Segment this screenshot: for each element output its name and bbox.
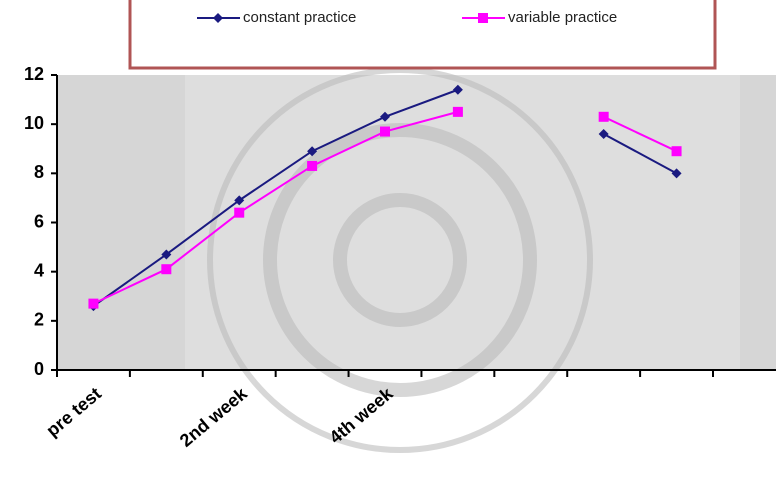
chart: constant practice variable practice 0 2 4 6 8… <box>0 0 776 482</box>
x-tick-label: 2nd week <box>176 383 252 451</box>
page: {"chart_data": {"type": "line", "categor… <box>0 0 776 482</box>
x-tick-label: pre test <box>42 383 105 440</box>
marker <box>478 13 488 23</box>
marker <box>213 13 223 23</box>
y-tick-label: 6 <box>34 211 44 231</box>
marker <box>307 161 317 171</box>
marker <box>88 299 98 309</box>
marker <box>161 264 171 274</box>
legend-label: constant practice <box>243 9 356 26</box>
y-tick-label: 2 <box>34 310 44 330</box>
y-tick-label: 4 <box>34 260 44 280</box>
legend-label: variable practice <box>508 9 617 26</box>
y-tick-label: 0 <box>34 359 44 379</box>
marker <box>599 112 609 122</box>
y-tick-label: 10 <box>24 113 44 133</box>
y-tick-label: 12 <box>24 64 44 84</box>
y-tick-label: 8 <box>34 162 44 182</box>
legend-box <box>130 0 715 68</box>
x-tick-label: 4th week <box>326 383 398 448</box>
marker <box>380 127 390 137</box>
marker <box>672 146 682 156</box>
legend: constant practice variable practice <box>197 9 617 26</box>
marker <box>234 208 244 218</box>
marker <box>453 107 463 117</box>
